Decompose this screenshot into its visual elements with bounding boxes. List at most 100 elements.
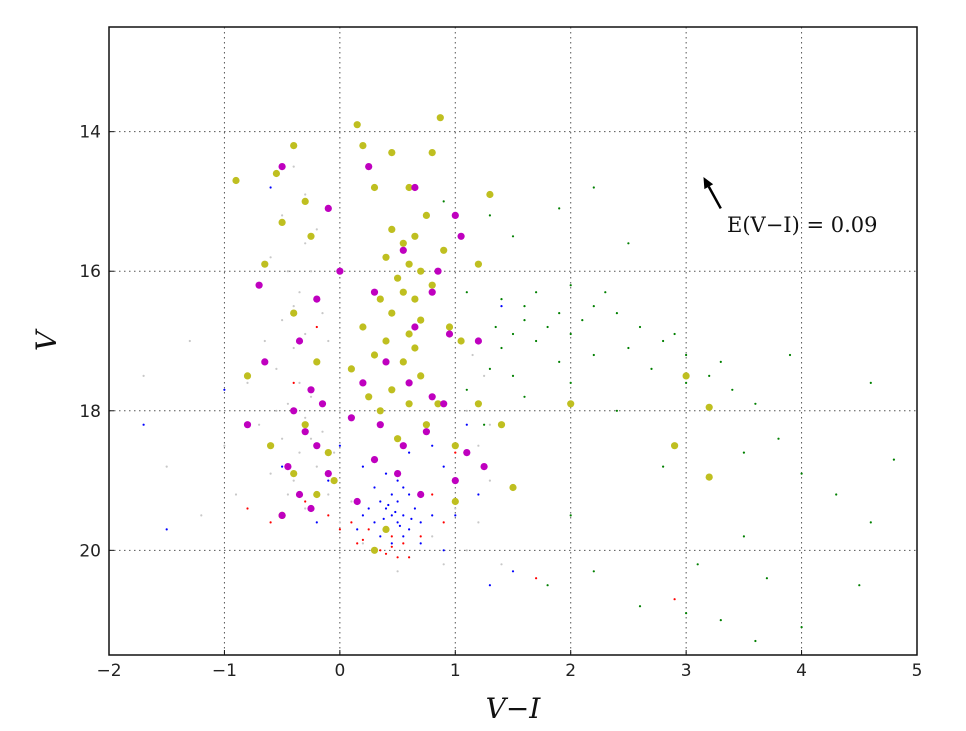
- data-point: [428, 281, 436, 289]
- x-tick-label: 2: [565, 661, 576, 681]
- data-point: [307, 386, 315, 394]
- data-point: [275, 367, 278, 370]
- data-point: [272, 169, 280, 178]
- data-point: [142, 423, 145, 426]
- data-point: [411, 183, 419, 192]
- data-point: [384, 552, 388, 555]
- data-point: [281, 214, 284, 217]
- data-point: [307, 232, 315, 240]
- data-point: [402, 486, 405, 489]
- data-point: [408, 493, 411, 496]
- data-point: [327, 479, 330, 482]
- data-point: [281, 319, 284, 322]
- data-point: [869, 521, 872, 524]
- data-point: [301, 421, 309, 429]
- data-point: [500, 298, 503, 301]
- data-point: [463, 449, 471, 457]
- data-point: [356, 542, 359, 545]
- data-point: [569, 332, 572, 336]
- data-point: [301, 428, 309, 436]
- data-point: [388, 386, 396, 394]
- data-point: [399, 288, 407, 296]
- data-point: [731, 388, 734, 391]
- data-point: [615, 312, 619, 315]
- data-point: [419, 542, 422, 545]
- data-point: [405, 330, 413, 338]
- data-point: [474, 260, 482, 268]
- data-point: [408, 528, 411, 531]
- data-point: [384, 507, 388, 510]
- data-point: [388, 149, 396, 157]
- data-point: [705, 473, 713, 481]
- data-point: [454, 507, 457, 510]
- data-point: [379, 535, 382, 538]
- data-point: [370, 288, 379, 296]
- data-point: [442, 521, 445, 524]
- data-point: [388, 309, 396, 317]
- data-point: [347, 414, 355, 422]
- data-point: [396, 521, 399, 524]
- data-point: [682, 372, 690, 380]
- data-point: [417, 316, 425, 324]
- data-point: [483, 374, 486, 377]
- data-point: [419, 535, 422, 538]
- data-point: [408, 451, 411, 454]
- data-point: [650, 367, 653, 370]
- data-point: [405, 260, 413, 268]
- data-point: [382, 517, 385, 521]
- data-point: [399, 239, 407, 247]
- data-point: [800, 626, 803, 629]
- series-1: [142, 186, 515, 587]
- data-point: [488, 479, 491, 482]
- data-point: [261, 260, 269, 268]
- data-point: [402, 542, 405, 545]
- data-point: [292, 165, 295, 168]
- data-point: [440, 400, 448, 408]
- data-point: [304, 416, 307, 419]
- data-point: [278, 511, 286, 519]
- data-point: [313, 295, 321, 303]
- data-point: [338, 528, 341, 531]
- data-point: [290, 470, 298, 478]
- data-point: [742, 451, 746, 454]
- data-point: [436, 114, 444, 122]
- data-point: [434, 267, 442, 275]
- data-point: [685, 353, 688, 357]
- data-point: [292, 381, 295, 384]
- data-point: [353, 121, 361, 129]
- data-point: [338, 444, 341, 447]
- data-point: [361, 514, 364, 517]
- data-point: [384, 472, 388, 475]
- x-axis-label: V−I: [486, 692, 542, 725]
- data-point: [546, 584, 549, 587]
- data-point: [500, 305, 503, 308]
- reddening-annotation: E(V−I) = 0.09: [703, 177, 877, 237]
- data-point: [567, 400, 575, 408]
- data-point: [719, 360, 722, 363]
- data-point: [638, 605, 642, 608]
- data-point: [592, 305, 595, 308]
- data-point: [298, 291, 301, 294]
- data-point: [685, 381, 688, 384]
- data-point: [454, 451, 457, 454]
- data-point: [318, 400, 327, 408]
- data-point: [592, 570, 595, 573]
- data-point: [243, 372, 252, 380]
- data-point: [330, 477, 338, 485]
- data-point: [451, 211, 459, 219]
- data-point: [223, 444, 226, 447]
- data-point: [465, 409, 468, 412]
- data-point: [394, 274, 402, 282]
- data-point: [673, 598, 676, 601]
- data-point: [142, 374, 145, 377]
- y-axis-label: V: [30, 328, 63, 351]
- data-point: [451, 497, 459, 506]
- data-point: [431, 514, 434, 517]
- data-point: [338, 409, 341, 412]
- data-point: [376, 407, 384, 415]
- data-point: [263, 339, 266, 343]
- plot-frame: [108, 26, 918, 656]
- data-point: [281, 437, 284, 440]
- data-point: [535, 339, 538, 343]
- data-point: [546, 325, 549, 329]
